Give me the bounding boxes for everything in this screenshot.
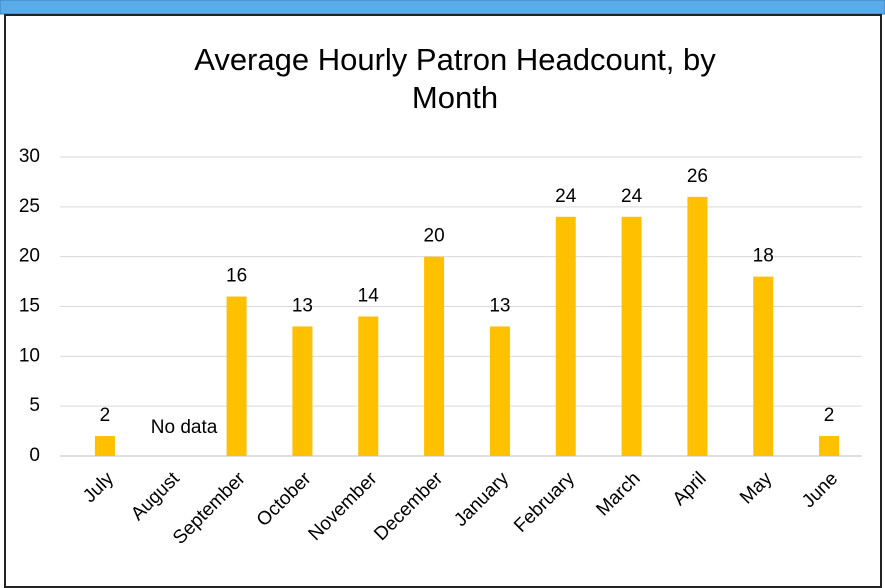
y-tick-label: 20	[19, 246, 40, 267]
data-label: 2	[824, 405, 835, 426]
chart-title: Month	[412, 80, 498, 115]
bar	[94, 436, 115, 456]
chart-title: Average Hourly Patron Headcount, by	[194, 42, 716, 77]
y-tick-label: 25	[19, 196, 40, 217]
data-label: 2	[100, 405, 111, 426]
data-label: 26	[687, 166, 708, 187]
y-tick-label: 15	[19, 296, 40, 317]
y-tick-label: 10	[19, 345, 40, 366]
bar	[753, 276, 774, 456]
bar	[687, 196, 708, 456]
bar	[292, 326, 313, 456]
data-label: 13	[489, 295, 510, 316]
bar	[489, 326, 510, 456]
bar	[226, 296, 247, 456]
data-label: 16	[226, 266, 247, 287]
data-label: 18	[753, 246, 774, 267]
y-tick-label: 5	[29, 395, 40, 416]
y-tick-label: 30	[19, 146, 40, 167]
bar	[819, 436, 840, 456]
data-label: 20	[424, 226, 445, 247]
bar	[555, 216, 576, 456]
data-label: 24	[555, 186, 577, 207]
data-label: 13	[292, 295, 313, 316]
annotation: No data	[151, 417, 218, 438]
data-label: 14	[358, 285, 380, 306]
bar	[424, 256, 445, 456]
top-bar	[0, 0, 885, 15]
bar	[358, 316, 379, 456]
data-label: 24	[621, 186, 643, 207]
bar	[621, 216, 642, 456]
y-tick-label: 0	[29, 445, 40, 466]
